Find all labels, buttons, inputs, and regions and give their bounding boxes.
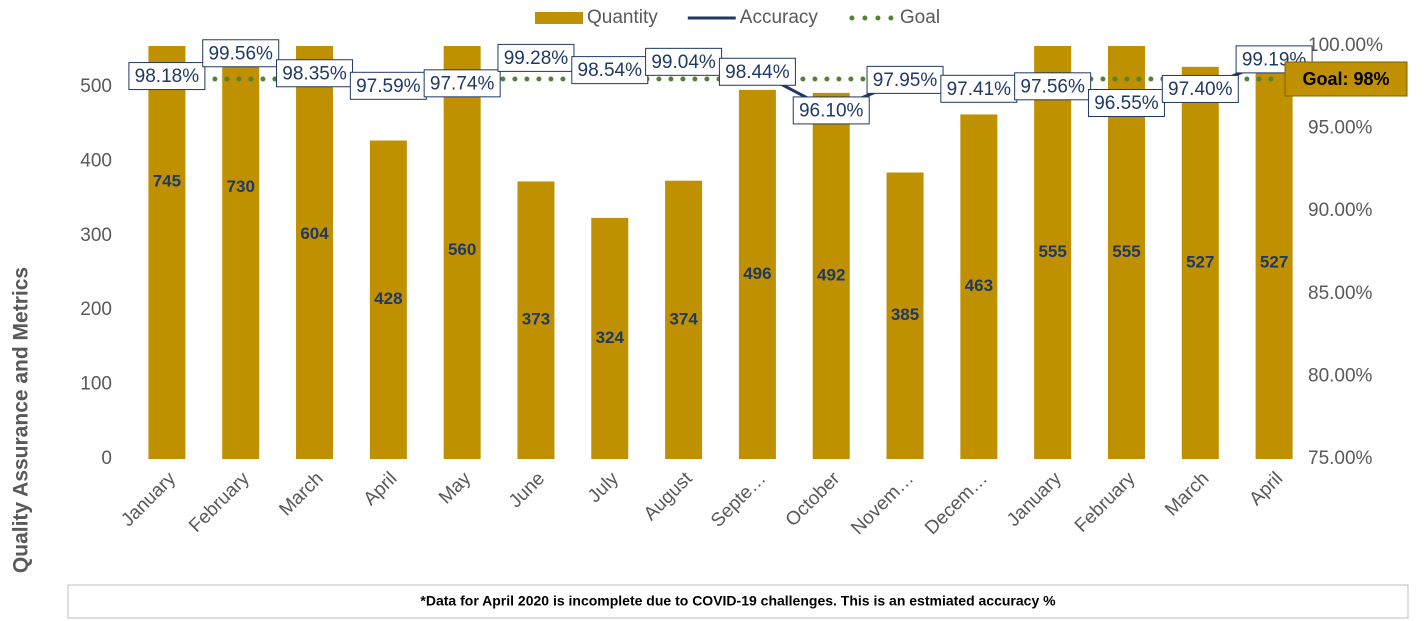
y2-tick-label: 90.00% <box>1308 200 1373 221</box>
bar <box>369 140 407 459</box>
bar <box>665 180 703 459</box>
value-label: 97.59% <box>356 76 421 97</box>
value-label-box <box>792 96 870 125</box>
x-tick-label: Septe… <box>707 468 770 531</box>
y-tick-label: 400 <box>80 150 112 171</box>
value-label: 99.04% <box>651 52 716 73</box>
x-tick-label: March <box>1161 468 1213 520</box>
value-label: 97.74% <box>430 73 495 94</box>
value-label-box <box>866 65 944 94</box>
x-tick-label: March <box>275 468 327 520</box>
bar <box>1034 46 1072 459</box>
bar-label: 555 <box>1038 242 1066 261</box>
value-label: 97.95% <box>873 70 938 91</box>
value-label-box <box>718 57 796 86</box>
y2-tick-label: 85.00% <box>1308 283 1373 304</box>
x-tick-label: January <box>117 468 180 531</box>
x-tick-label: October <box>782 468 845 531</box>
y-tick-label: 100 <box>80 374 112 395</box>
value-label-box <box>1087 88 1165 117</box>
legend-swatch <box>535 12 583 24</box>
footnote: *Data for April 2020 is incomplete due t… <box>420 593 1056 609</box>
value-label-box <box>202 39 280 68</box>
value-label-box <box>423 69 501 98</box>
bar-label: 527 <box>1186 252 1214 271</box>
bar <box>222 46 260 459</box>
legend-label: Quantity <box>587 7 658 28</box>
value-label: 97.40% <box>1168 79 1233 100</box>
x-tick-label: July <box>584 468 623 507</box>
value-label: 98.18% <box>135 66 200 87</box>
bar <box>517 181 555 459</box>
bar <box>738 89 776 459</box>
goal-annotation: Goal: 98% <box>1302 69 1389 89</box>
x-tick-label: February <box>1071 468 1140 537</box>
plot-area <box>148 46 1293 459</box>
value-label: 98.54% <box>578 60 643 81</box>
goal-box <box>1284 61 1408 97</box>
value-label: 97.56% <box>1020 76 1085 97</box>
y2-tick-label: 100.00% <box>1308 35 1383 56</box>
bar-label: 496 <box>743 264 771 283</box>
footnote-box <box>67 584 1409 619</box>
value-label: 98.35% <box>282 63 347 84</box>
value-label-box <box>940 74 1018 103</box>
y2-tick-label: 75.00% <box>1308 448 1373 469</box>
x-tick-label: April <box>360 468 402 510</box>
value-label: 98.44% <box>725 62 790 83</box>
legend-label: Goal <box>900 7 940 28</box>
bar-label: 324 <box>596 328 625 347</box>
bar-label: 604 <box>300 224 329 243</box>
value-label: 96.55% <box>1094 93 1159 114</box>
value-label: 96.10% <box>799 100 864 121</box>
y2-tick-label: 95.00% <box>1308 118 1373 139</box>
x-tick-label: January <box>1003 468 1066 531</box>
value-label-box <box>128 62 206 91</box>
value-label-box <box>276 59 354 88</box>
bar <box>296 46 334 459</box>
x-tick-label: April <box>1245 468 1287 510</box>
bar-label: 385 <box>891 305 919 324</box>
bar-label: 745 <box>153 171 181 190</box>
bar-label: 463 <box>965 276 993 295</box>
y-tick-label: 200 <box>80 299 112 320</box>
y-tick-label: 300 <box>80 225 112 246</box>
value-label-box <box>1014 72 1092 101</box>
x-tick-label: June <box>505 468 549 512</box>
bar-label: 373 <box>522 310 550 329</box>
y2-tick-label: 80.00% <box>1308 365 1373 386</box>
x-tick-label: Decem… <box>921 468 992 539</box>
bar-label: 428 <box>374 289 402 308</box>
value-label-box <box>645 47 723 76</box>
y-axis-title: Quality Assurance and Metrics <box>10 267 33 573</box>
value-label-box <box>1161 74 1239 103</box>
bar-label: 374 <box>669 309 698 328</box>
value-label: 97.41% <box>947 79 1012 100</box>
bar <box>443 46 481 459</box>
value-label-box <box>349 71 427 100</box>
bar <box>812 92 850 459</box>
x-tick-label: August <box>640 468 697 525</box>
y-tick-label: 0 <box>101 448 112 469</box>
bar-label: 527 <box>1260 252 1288 271</box>
x-tick-label: February <box>185 468 254 537</box>
legend-label: Accuracy <box>740 7 819 28</box>
bar <box>886 172 924 459</box>
value-label: 99.28% <box>504 48 569 69</box>
bar <box>1255 66 1293 459</box>
bar <box>148 46 186 459</box>
bar <box>591 217 629 459</box>
y-tick-label: 500 <box>80 76 112 97</box>
bar-label: 560 <box>448 240 476 259</box>
bar <box>1181 66 1219 459</box>
x-tick-label: Novem… <box>847 468 918 539</box>
bar-label: 492 <box>817 265 845 284</box>
bar-label: 730 <box>227 177 255 196</box>
bar-label: 555 <box>1112 242 1140 261</box>
bar <box>960 114 998 459</box>
value-label: 99.56% <box>208 43 273 64</box>
x-tick-label: May <box>435 468 476 509</box>
